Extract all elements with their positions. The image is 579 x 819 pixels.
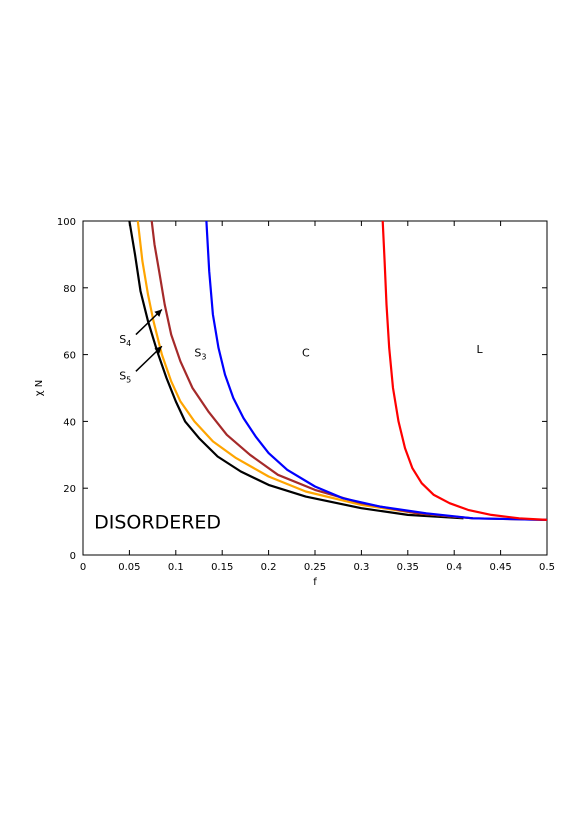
annotations bbox=[135, 308, 163, 372]
region-label-disordered: DISORDERED bbox=[94, 511, 221, 533]
series-lines bbox=[128, 220, 548, 521]
x-tick-label: 0.2 bbox=[261, 562, 277, 573]
x-tick-label: 0.5 bbox=[539, 562, 555, 573]
arrow-s5-head bbox=[154, 346, 162, 354]
arrow-s4-head bbox=[154, 309, 162, 317]
y-tick-label: 20 bbox=[63, 484, 76, 495]
series-line bbox=[128, 220, 464, 520]
plot-frame bbox=[82, 220, 548, 556]
series-line bbox=[205, 220, 548, 521]
region-label-l: L bbox=[476, 343, 483, 356]
y-axis-label: χ N bbox=[34, 380, 45, 396]
axis-ticks: 0 0.05 0.1 0.15 0.2 0.25 0.3 0.35 0.4 0.45 0.5 0 20 4… bbox=[57, 217, 555, 573]
x-tick-label: 0.05 bbox=[118, 562, 140, 573]
region-label-s4: S4 bbox=[119, 333, 131, 348]
x-axis-label: f bbox=[313, 577, 317, 588]
y-tick-label: 0 bbox=[70, 551, 76, 562]
x-tick-label: 0.3 bbox=[353, 562, 369, 573]
region-label-c: C bbox=[302, 346, 310, 359]
region-label-s3: S3 bbox=[194, 346, 206, 361]
y-tick-label: 60 bbox=[63, 351, 76, 362]
x-tick-label: 0 bbox=[80, 562, 86, 573]
x-tick-label: 0.4 bbox=[446, 562, 462, 573]
region-label-s5: S5 bbox=[119, 370, 131, 385]
series-line bbox=[150, 220, 548, 521]
x-tick-label: 0.35 bbox=[397, 562, 419, 573]
y-tick-label: 40 bbox=[63, 417, 76, 428]
series-line bbox=[381, 220, 548, 521]
x-tick-label: 0.1 bbox=[168, 562, 184, 573]
y-tick-label: 100 bbox=[57, 217, 76, 228]
x-tick-label: 0.45 bbox=[489, 562, 511, 573]
x-tick-label: 0.15 bbox=[211, 562, 233, 573]
x-tick-label: 0.25 bbox=[304, 562, 326, 573]
series-line bbox=[136, 220, 473, 520]
y-tick-label: 80 bbox=[63, 284, 76, 295]
